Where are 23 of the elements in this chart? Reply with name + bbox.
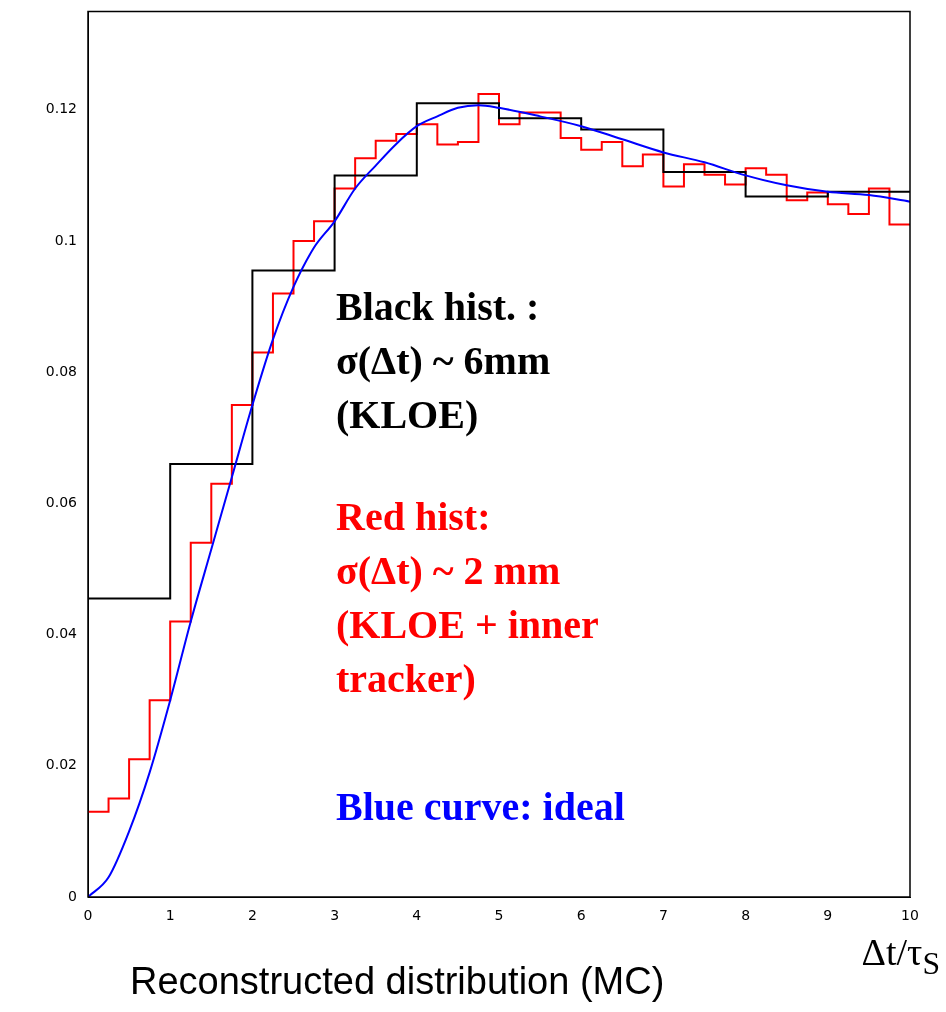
x-tick-label: 9 bbox=[823, 907, 833, 924]
y-tick-label: 0.02 bbox=[45, 756, 77, 773]
x-tick-label: 2 bbox=[247, 907, 257, 924]
x-axis-title: Δt/τ$_{S}$ bbox=[861, 930, 940, 982]
y-tick-label: 0.04 bbox=[45, 625, 78, 642]
text: Reconstructed distribution (MC) bbox=[130, 960, 665, 1003]
x-tick-label: 8 bbox=[741, 907, 751, 924]
x-tick-label: 7 bbox=[658, 907, 668, 924]
x-tick-label: 0 bbox=[83, 907, 93, 924]
y-tick-label: 0.08 bbox=[45, 362, 77, 379]
annotation: Red hist: σ(Δt) ~ 2 mm (KLOE + inner tracker) bbox=[336, 493, 599, 703]
x-tick-label: 6 bbox=[576, 907, 586, 924]
x-tick-label: 5 bbox=[494, 907, 504, 924]
annotation: Black hist. : σ(Δt) ~ 6mm (KLOE) bbox=[336, 283, 551, 439]
y-tick-label: 0.06 bbox=[45, 494, 78, 511]
y-tick-label: 0.1 bbox=[54, 231, 77, 248]
x-tick-label: 1 bbox=[165, 907, 175, 924]
y-tick-label: 0 bbox=[68, 887, 77, 904]
x-tick-label: 4 bbox=[412, 907, 422, 924]
x-tick-label: 3 bbox=[330, 907, 340, 924]
y-tick-label: 0.12 bbox=[45, 100, 77, 117]
x-tick-label: 10 bbox=[901, 907, 919, 924]
annotation: Blue curve: ideal bbox=[336, 783, 625, 831]
